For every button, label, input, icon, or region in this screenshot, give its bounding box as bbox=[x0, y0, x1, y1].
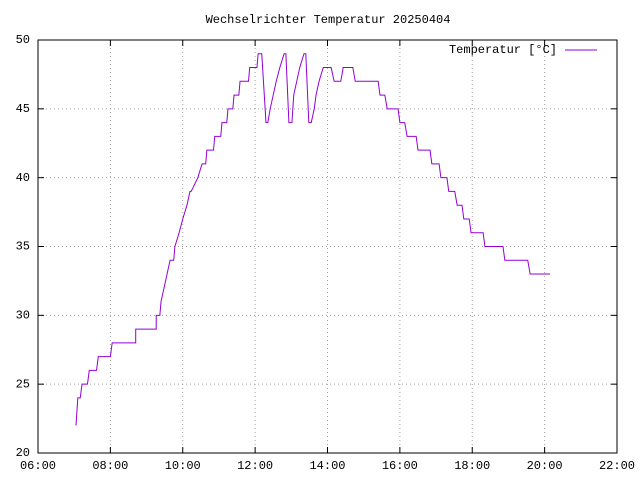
x-tick-label: 06:00 bbox=[20, 459, 56, 473]
y-tick-label: 25 bbox=[16, 377, 30, 391]
x-tick-label: 20:00 bbox=[527, 459, 563, 473]
y-tick-label: 30 bbox=[16, 309, 30, 323]
y-tick-label: 20 bbox=[16, 446, 30, 460]
y-tick-label: 35 bbox=[16, 240, 30, 254]
x-tick-label: 16:00 bbox=[382, 459, 418, 473]
x-tick-label: 10:00 bbox=[165, 459, 201, 473]
x-tick-label: 08:00 bbox=[92, 459, 128, 473]
x-tick-label: 18:00 bbox=[454, 459, 490, 473]
data-line bbox=[75, 53, 551, 426]
plot-frame bbox=[37, 39, 618, 454]
y-tick-label: 50 bbox=[16, 33, 30, 47]
x-tick-label: 14:00 bbox=[309, 459, 345, 473]
x-tick-label: 12:00 bbox=[237, 459, 273, 473]
chart-title: Wechselrichter Temperatur 20250404 bbox=[206, 13, 451, 27]
x-tick-label: 22:00 bbox=[599, 459, 635, 473]
legend-label: Temperatur [°C] bbox=[449, 43, 557, 57]
y-tick-label: 45 bbox=[16, 102, 30, 116]
y-tick-label: 40 bbox=[16, 171, 30, 185]
